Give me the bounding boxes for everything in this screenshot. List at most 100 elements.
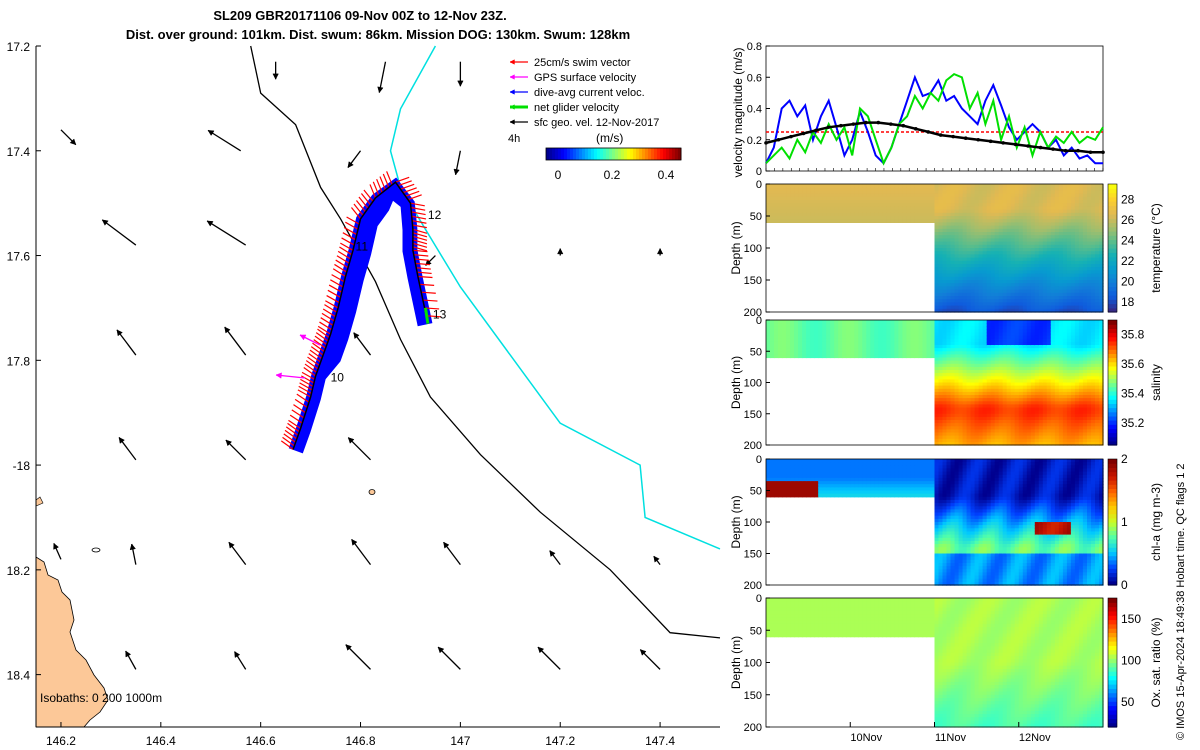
section-cell (1038, 305, 1044, 310)
section-cell (1022, 292, 1028, 297)
section-cell (982, 248, 988, 252)
section-cell (1062, 196, 1068, 201)
section-cell (1087, 200, 1092, 204)
section-cell (838, 190, 843, 195)
section-cell (814, 332, 819, 337)
section-cell (802, 354, 807, 359)
section-cell (954, 219, 960, 223)
section-cell (1066, 203, 1072, 207)
section-cell (1058, 323, 1064, 327)
section-cell (806, 216, 811, 220)
section-cell (1006, 305, 1012, 310)
section-cell (1082, 254, 1088, 259)
section-cell (1038, 222, 1044, 227)
section-cell (1095, 264, 1100, 268)
section-cell (1046, 373, 1052, 377)
section-cell (986, 308, 992, 313)
section-cell (854, 320, 859, 324)
section-cell (982, 296, 988, 300)
section-cell (1078, 232, 1084, 236)
section-cell (1070, 323, 1076, 327)
section-cell (1070, 244, 1076, 249)
section-cell (1026, 267, 1032, 271)
section-cell (1054, 398, 1060, 402)
section-cell (1074, 264, 1080, 268)
section-cell (906, 326, 911, 330)
section-cell (990, 296, 996, 300)
section-cell (782, 193, 787, 198)
section-cell (1026, 235, 1032, 239)
section-cell (814, 184, 819, 188)
section-cell (990, 305, 996, 310)
section-cell (942, 273, 948, 278)
section-cell (934, 225, 940, 230)
section-cell (1066, 398, 1072, 402)
section-cell (822, 332, 827, 337)
section-cell (934, 209, 940, 214)
section-cell (1054, 222, 1060, 227)
section-cell (1095, 222, 1100, 227)
section-cell (962, 216, 968, 220)
section-cell (1054, 302, 1060, 307)
section-cell (974, 251, 980, 255)
section-cell (1054, 296, 1060, 300)
section-cell (1026, 203, 1032, 207)
section-cell (1018, 308, 1024, 313)
section-cell (1042, 200, 1048, 204)
section-cell (886, 190, 891, 195)
section-cell (990, 209, 996, 214)
section-cell (874, 341, 879, 346)
geo-vector (353, 332, 372, 356)
section-cell (834, 203, 839, 207)
section-cell (986, 302, 992, 307)
section-cell (994, 248, 1000, 252)
section-cell (1087, 348, 1092, 352)
section-cell (1070, 225, 1076, 230)
section-cell (1038, 232, 1044, 236)
section-cell (878, 329, 883, 334)
section-cell (1058, 219, 1064, 223)
section-cell (766, 184, 771, 188)
section-cell (1014, 206, 1020, 211)
section-cell (1066, 308, 1072, 313)
section-cell (786, 345, 791, 349)
section-cell (930, 200, 936, 204)
section-colorbar-cell (1108, 290, 1117, 296)
section-cell (958, 423, 964, 427)
section-cell (1002, 410, 1008, 415)
colorbar-cell (633, 148, 637, 160)
section-cell (970, 254, 976, 259)
section-cell (1054, 280, 1060, 284)
section-cell (998, 292, 1004, 297)
section-cell (1006, 216, 1012, 220)
section-cell (846, 338, 851, 343)
section-cell (1070, 222, 1076, 227)
section-cell (854, 193, 859, 198)
section-cell (1062, 273, 1068, 278)
section-cell (930, 190, 936, 195)
section-cell (782, 326, 787, 330)
section-cell (1095, 216, 1100, 220)
section-cell (1082, 302, 1088, 307)
section-cell (1058, 273, 1064, 278)
section-cell (1038, 184, 1044, 188)
section-cell (814, 219, 819, 223)
section-cell (918, 184, 924, 188)
section-cell (1030, 302, 1036, 307)
section-cell (1002, 200, 1008, 204)
section-cell (854, 354, 859, 359)
section-cell (802, 329, 807, 334)
section-cell (934, 251, 940, 255)
section-cell (1054, 276, 1060, 281)
section-cell (858, 196, 863, 201)
section-cell (938, 385, 944, 390)
section-cell (1042, 254, 1048, 259)
section-cell (938, 416, 944, 421)
section-cell (846, 332, 851, 337)
section-cell (982, 260, 988, 265)
section-cell (1018, 267, 1024, 271)
section-cell (874, 329, 879, 334)
section-cell (1014, 423, 1020, 427)
section-cell (842, 332, 847, 337)
section-cell (1095, 289, 1100, 294)
